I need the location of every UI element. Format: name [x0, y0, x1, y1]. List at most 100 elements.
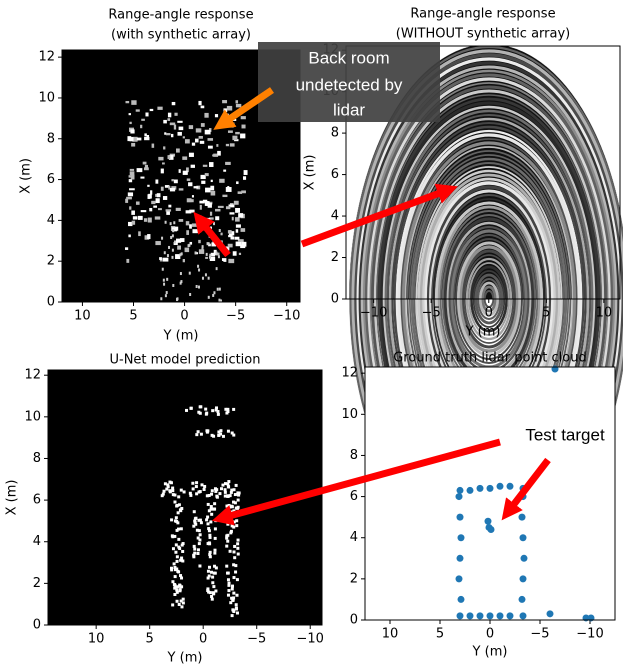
- image-speckle: [209, 256, 211, 259]
- image-speckle: [143, 162, 147, 165]
- image-speckle: [157, 193, 161, 197]
- image-speckle: [236, 181, 238, 184]
- image-speckle: [205, 413, 208, 416]
- plot-area: [365, 367, 615, 620]
- image-speckle: [145, 112, 148, 116]
- image-speckle: [158, 157, 163, 161]
- image-speckle: [170, 236, 172, 239]
- image-speckle: [185, 248, 190, 253]
- image-speckle: [203, 488, 206, 491]
- image-speckle: [168, 246, 170, 249]
- image-speckle: [144, 133, 146, 136]
- image-speckle: [176, 521, 179, 524]
- image-speckle: [209, 162, 213, 167]
- y-tick-label: 12: [341, 366, 358, 381]
- image-speckle: [201, 123, 205, 127]
- image-speckle: [211, 409, 214, 412]
- image-speckle: [203, 165, 208, 167]
- image-speckle: [183, 490, 186, 493]
- image-speckle: [206, 253, 208, 256]
- image-speckle: [170, 123, 175, 126]
- image-speckle: [208, 541, 211, 544]
- image-speckle: [166, 212, 170, 215]
- lidar-point: [520, 612, 527, 619]
- image-speckle: [235, 606, 238, 609]
- image-speckle: [180, 527, 183, 530]
- image-speckle: [207, 570, 210, 573]
- image-speckle: [130, 129, 134, 133]
- image-speckle: [174, 180, 178, 184]
- image-speckle: [189, 407, 192, 410]
- x-tick-label: 0: [485, 306, 493, 321]
- image-speckle: [213, 552, 216, 555]
- image-speckle: [178, 603, 181, 606]
- image-speckle: [238, 191, 242, 194]
- image-speckle: [206, 589, 209, 592]
- image-speckle: [206, 522, 209, 525]
- image-speckle: [166, 133, 171, 135]
- lidar-point: [458, 596, 465, 603]
- image-speckle: [168, 205, 171, 208]
- image-speckle: [158, 208, 162, 210]
- image-speckle: [233, 550, 236, 553]
- y-tick-label: 4: [350, 530, 358, 545]
- image-speckle: [175, 516, 178, 519]
- image-speckle: [226, 540, 229, 543]
- image-speckle: [219, 288, 221, 291]
- image-speckle: [218, 206, 224, 208]
- image-speckle: [151, 201, 155, 204]
- image-speckle: [198, 268, 200, 271]
- image-speckle: [177, 528, 180, 531]
- lidar-point: [487, 612, 494, 619]
- image-speckle: [163, 490, 166, 493]
- lidar-point: [456, 493, 463, 500]
- x-tick-label: −5: [422, 306, 441, 321]
- lidar-point: [507, 612, 514, 619]
- image-speckle: [129, 188, 135, 190]
- image-speckle: [207, 577, 210, 580]
- image-speckle: [167, 485, 170, 488]
- image-speckle: [198, 564, 201, 567]
- image-speckle: [177, 246, 181, 250]
- image-speckle: [171, 256, 173, 259]
- image-speckle: [163, 120, 167, 123]
- image-speckle: [198, 101, 201, 105]
- annotation: Test target: [525, 425, 605, 444]
- image-speckle: [174, 113, 177, 116]
- image-speckle: [225, 545, 228, 548]
- image-speckle: [199, 412, 202, 415]
- image-speckle: [228, 130, 233, 132]
- image-speckle: [179, 253, 181, 256]
- image-speckle: [201, 181, 205, 184]
- image-speckle: [233, 576, 236, 579]
- annotation: undetected by: [296, 75, 403, 94]
- image-speckle: [236, 104, 241, 107]
- y-tick-label: 4: [331, 209, 339, 224]
- image-speckle: [179, 169, 181, 173]
- image-speckle: [147, 185, 149, 187]
- image-speckle: [227, 594, 230, 597]
- x-tick-label: 10: [88, 632, 105, 647]
- x-axis-label: Y (m): [465, 325, 501, 340]
- image-speckle: [218, 299, 220, 302]
- image-speckle: [165, 221, 167, 224]
- image-speckle: [224, 488, 227, 491]
- image-speckle: [234, 201, 239, 205]
- image-speckle: [164, 482, 167, 485]
- image-speckle: [180, 272, 182, 275]
- x-tick-label: 0: [180, 309, 188, 324]
- image-speckle: [214, 572, 217, 575]
- image-speckle: [236, 611, 239, 614]
- y-tick-label: 2: [331, 250, 339, 265]
- image-speckle: [195, 481, 198, 484]
- image-speckle: [235, 132, 240, 134]
- image-speckle: [147, 135, 150, 138]
- image-speckle: [214, 589, 217, 592]
- image-speckle: [166, 278, 168, 281]
- x-tick-label: 5: [542, 306, 550, 321]
- image-speckle: [188, 182, 192, 186]
- image-speckle: [208, 566, 211, 569]
- image-speckle: [128, 192, 133, 196]
- image-speckle: [231, 587, 234, 590]
- lidar-point: [519, 514, 526, 521]
